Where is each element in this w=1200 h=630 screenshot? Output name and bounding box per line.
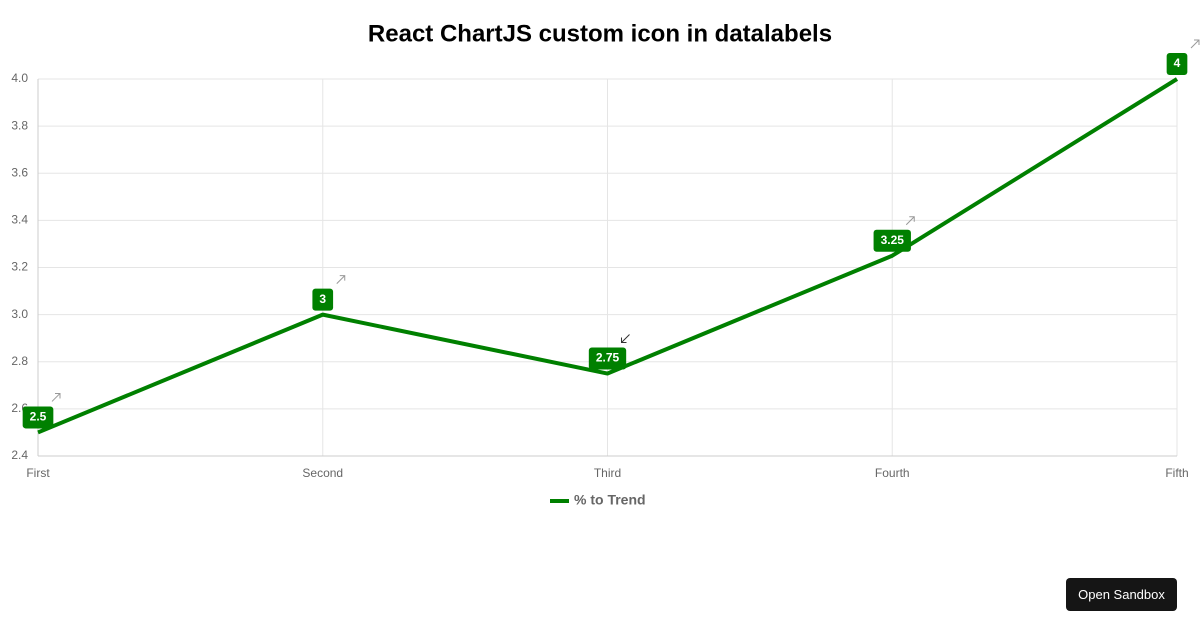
- y-tick-label: 3.2: [11, 260, 28, 274]
- data-label-box: [22, 406, 54, 429]
- open-sandbox-button[interactable]: Open Sandbox: [1066, 578, 1177, 611]
- y-tick-label: 3.8: [11, 118, 28, 132]
- x-tick-label: Third: [594, 466, 621, 480]
- data-label-box: [588, 347, 627, 370]
- data-line: [37, 77, 1179, 435]
- y-tick-label: 3.6: [11, 165, 28, 179]
- data-label: 2.5: [22, 406, 54, 429]
- data-label-text: 2.5: [30, 410, 47, 424]
- trend-icon: [336, 275, 346, 284]
- y-tick-label: 2.8: [11, 354, 28, 368]
- chart-title: React ChartJS custom icon in datalabels: [368, 20, 832, 47]
- y-tick-label: 2.4: [11, 448, 28, 462]
- y-tick-label: 3.4: [11, 213, 28, 227]
- data-label: 3: [312, 288, 334, 311]
- legend-label: % to Trend: [574, 492, 646, 508]
- data-label-box: [1166, 53, 1188, 75]
- data-label-box: [312, 288, 334, 311]
- y-tick-label: 3.0: [11, 307, 28, 321]
- data-label-text: 2.75: [596, 351, 620, 365]
- x-tick-label: Fourth: [875, 466, 910, 480]
- x-tick-label: Fifth: [1165, 466, 1188, 480]
- data-label-text: 4: [1174, 56, 1181, 70]
- data-label-text: 3.25: [881, 233, 905, 247]
- trend-icon: [1190, 39, 1200, 49]
- trend-icon: [905, 216, 915, 226]
- data-label-box: [873, 229, 911, 252]
- data-label: 2.75: [588, 347, 627, 370]
- data-label: 4: [1166, 53, 1188, 75]
- data-label-text: 3: [319, 292, 326, 306]
- x-tick-label: First: [26, 466, 50, 480]
- data-label: 3.25: [873, 229, 911, 252]
- trend-icon: [621, 334, 630, 344]
- legend-swatch: [550, 499, 569, 503]
- y-tick-label: 4.0: [11, 71, 28, 85]
- x-tick-label: Second: [302, 466, 343, 480]
- trend-icon: [51, 392, 61, 402]
